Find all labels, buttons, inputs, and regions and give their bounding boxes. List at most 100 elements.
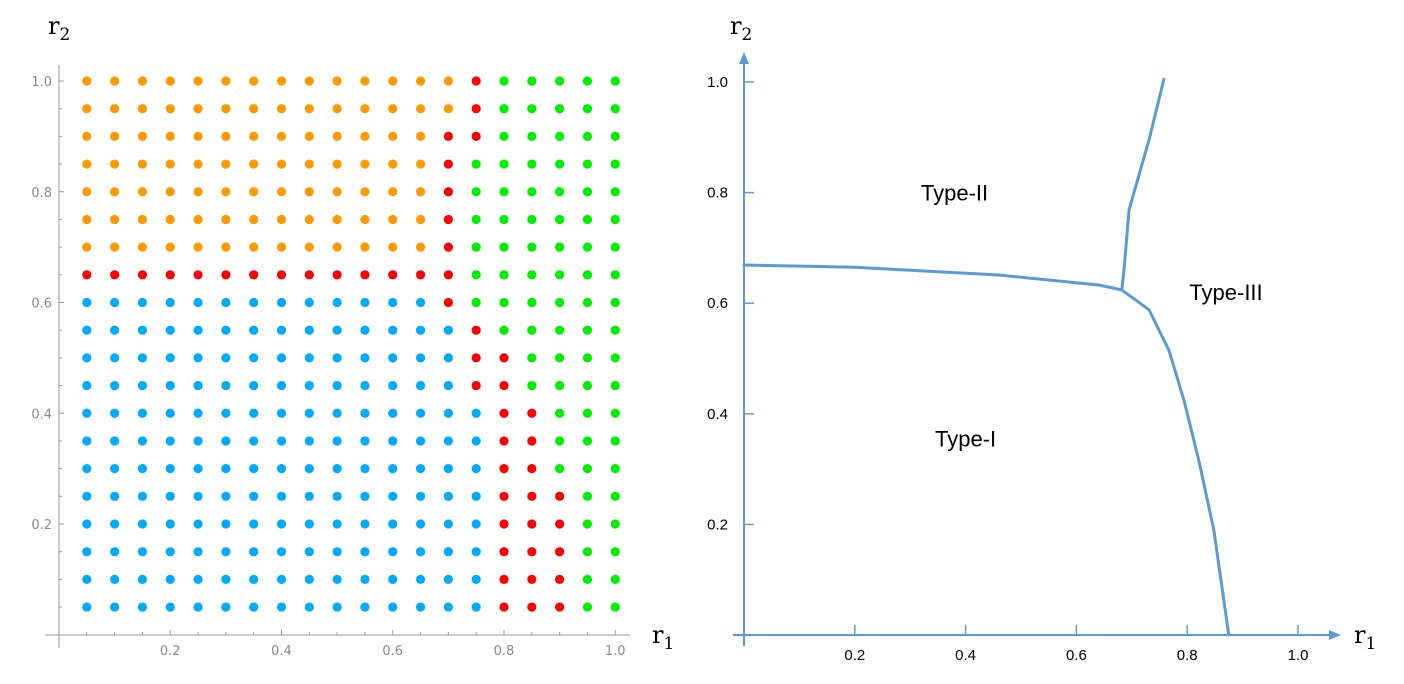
data-point [332,270,342,280]
data-point [610,464,620,474]
data-point [276,547,287,557]
data-point [582,408,593,418]
data-point [388,353,398,363]
left-y-tick-label: 0.6 [31,297,52,312]
data-point [276,214,287,225]
data-point [415,104,426,114]
data-point [304,325,314,335]
data-point [610,602,620,612]
data-point [555,602,565,612]
data-point [276,574,287,584]
data-point [165,297,175,308]
data-point [499,159,509,169]
data-point [304,547,314,557]
data-point [193,464,203,474]
data-point [555,159,565,169]
data-point [332,131,342,141]
data-point [471,325,481,335]
data-point [388,187,398,197]
data-point [193,519,203,529]
data-point [137,464,148,474]
data-point [82,76,92,86]
data-point [443,491,453,501]
data-point [82,131,92,141]
data-point [82,325,92,335]
data-point [388,104,398,114]
data-point [388,325,398,335]
data-point [499,353,509,363]
data-point [221,131,231,141]
region-label: Type-I [935,427,996,452]
data-point [137,353,148,363]
data-point [471,214,481,225]
data-point [276,436,287,446]
data-point [332,574,342,584]
data-point [610,270,620,280]
data-point [610,491,620,501]
data-point [527,380,537,391]
data-point [471,602,481,612]
data-point [555,353,565,363]
data-point [332,187,342,197]
data-point [249,214,259,225]
boundary-curve [1120,77,1166,292]
data-point [415,214,426,225]
data-point [82,380,92,391]
data-point [249,325,259,335]
data-point [388,214,398,225]
data-point [415,159,426,169]
data-point [249,547,259,557]
data-point [582,436,593,446]
data-point [415,131,426,141]
right-x-tick-label: 1.0 [1288,647,1309,664]
data-point [110,380,120,391]
data-point [527,242,537,252]
data-point [555,519,565,529]
data-point [610,76,620,86]
data-point [221,104,231,114]
data-point [443,104,453,114]
data-point [221,159,231,169]
x-axis-arrow-icon [1329,630,1341,640]
data-point [499,270,509,280]
data-point [276,464,287,474]
data-point [499,574,509,584]
data-point [388,464,398,474]
data-point [527,297,537,308]
y-axis-arrow-icon [739,52,749,64]
data-point [415,325,426,335]
data-point [555,325,565,335]
data-point [360,131,370,141]
data-point [471,297,481,308]
data-point [415,436,426,446]
data-point [249,464,259,474]
data-point [582,380,593,391]
data-point [499,214,509,225]
data-point [249,159,259,169]
data-point [332,214,342,225]
right-x-axis-label: r1 [1354,621,1376,654]
data-point [276,325,287,335]
data-point [221,574,231,584]
data-point [137,104,148,114]
data-point [221,76,231,86]
data-point [388,131,398,141]
data-point [221,297,231,308]
data-point [415,242,426,252]
data-point [332,297,342,308]
data-point [110,491,120,501]
data-point [415,297,426,308]
data-point [249,353,259,363]
data-point [388,574,398,584]
data-point [582,187,593,197]
data-point [165,464,175,474]
data-point [527,76,537,86]
data-point [82,491,92,501]
data-point [193,325,203,335]
data-point [249,131,259,141]
data-point [165,270,175,280]
data-point [610,131,620,141]
data-point [471,491,481,501]
data-point [471,270,481,280]
data-point [610,214,620,225]
